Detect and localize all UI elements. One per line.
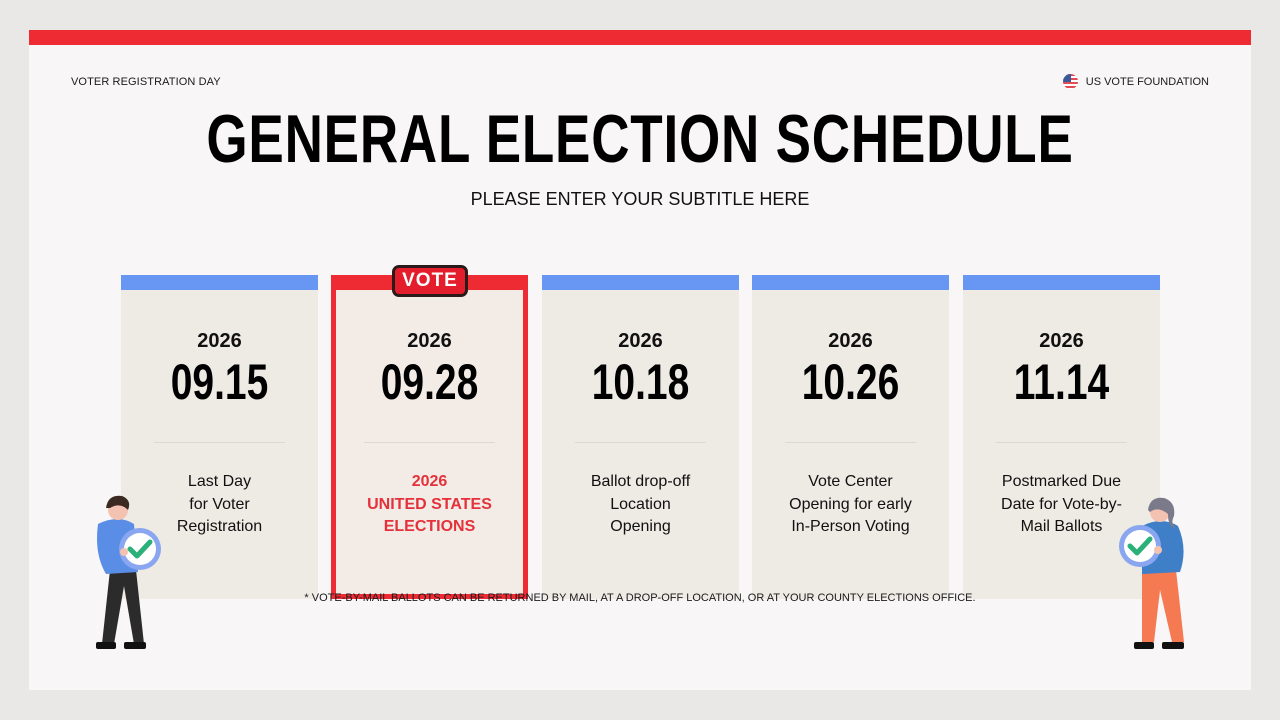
card-date: 11.14 xyxy=(1013,354,1110,410)
card-description: Vote Center Opening for early In-Person Vo… xyxy=(789,473,912,535)
card-divider xyxy=(785,442,916,443)
card-date: 10.18 xyxy=(591,354,690,410)
schedule-card: 2026 10.26 Vote Center Opening for early I… xyxy=(752,275,949,599)
card-divider xyxy=(996,442,1127,443)
card-top-bar xyxy=(752,275,949,290)
card-description: Ballot drop-off Location Opening xyxy=(590,473,691,535)
card-description: Last Day for Voter Registration xyxy=(176,473,263,535)
card-divider xyxy=(154,442,285,443)
woman-with-checkmark-illustration xyxy=(1119,497,1184,649)
man-with-checkmark-illustration xyxy=(96,495,161,649)
header-right-label: US VOTE FOUNDATION xyxy=(1085,75,1209,88)
header-left-label: VOTER REGISTRATION DAY xyxy=(71,76,221,88)
page-title: GENERAL ELECTION SCHEDULE xyxy=(206,101,1074,177)
card-date: 09.28 xyxy=(380,354,479,410)
card-top-bar xyxy=(542,275,739,290)
us-flag-icon xyxy=(1062,74,1078,89)
card-description: 2026 UNITED STATES ELECTIONS xyxy=(367,473,492,535)
footnote: * VOTE-BY-MAIL BALLOTS CAN BE RETURNED B… xyxy=(304,592,976,604)
card-year: 2026 xyxy=(828,330,873,352)
card-year: 2026 xyxy=(407,330,452,352)
card-divider xyxy=(364,442,495,443)
schedule-card: 2026 10.18 Ballot drop-off Location Openin… xyxy=(542,275,739,599)
schedule-card-highlighted: 2026 09.28 2026 UNITED STATES ELECTIONS xyxy=(331,275,528,599)
vote-badge: VOTE xyxy=(392,265,468,297)
header-right: US VOTE FOUNDATION xyxy=(1062,74,1209,89)
card-description: Postmarked Due Date for Vote-by- Mail Ball… xyxy=(1001,473,1122,535)
page-subtitle: PLEASE ENTER YOUR SUBTITLE HERE xyxy=(470,189,810,209)
card-year: 2026 xyxy=(1039,330,1084,352)
schedule-card: 2026 09.15 Last Day for Voter Registration xyxy=(121,275,318,599)
card-date: 10.26 xyxy=(801,354,900,410)
top-accent-bar xyxy=(29,30,1251,45)
card-top-bar xyxy=(121,275,318,290)
card-divider xyxy=(575,442,706,443)
card-top-bar xyxy=(963,275,1160,290)
card-date: 09.15 xyxy=(170,354,269,410)
card-year: 2026 xyxy=(197,330,242,352)
card-year: 2026 xyxy=(618,330,663,352)
schedule-cards: 2026 09.15 Last Day for Voter Registration… xyxy=(121,275,1161,599)
